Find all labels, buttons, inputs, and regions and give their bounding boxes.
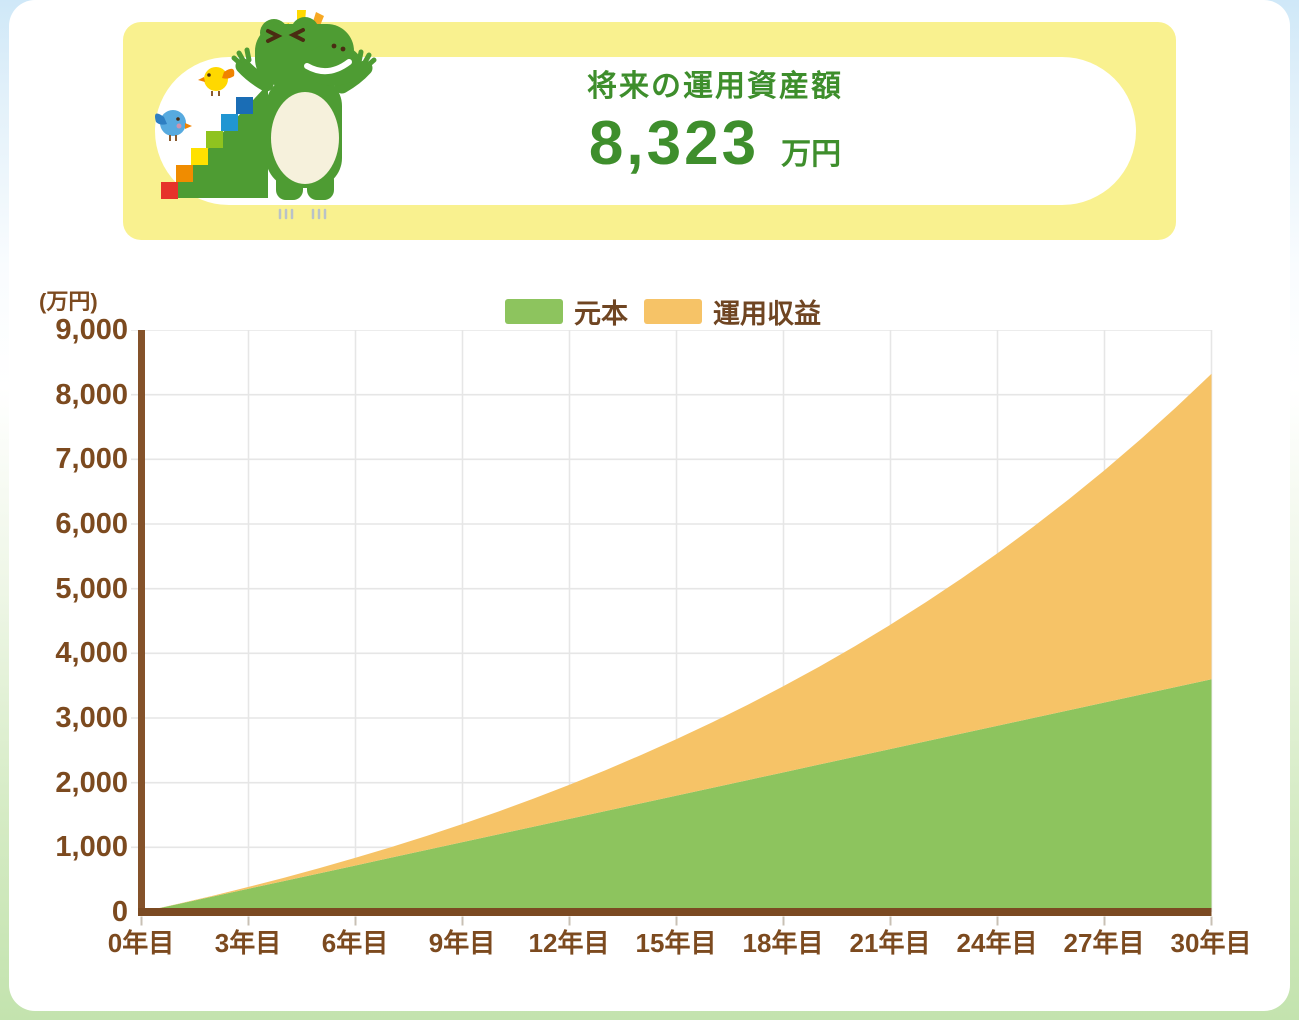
- legend-label: 元本: [574, 299, 628, 329]
- x-tick-label: 6年目: [321, 928, 389, 958]
- y-axis-unit-label: (万円): [39, 289, 98, 314]
- x-tick-label: 3年目: [214, 928, 282, 958]
- y-tick-label: 0: [111, 896, 128, 928]
- x-tick-label: 15年目: [635, 928, 717, 958]
- y-axis-tick-labels: 9,000 8,000 7,000 6,000 5,000 4,000 3,000 2,000…: [15, 314, 128, 928]
- page-title: 将来の運用資産額: [587, 70, 843, 103]
- header-text-block: 将来の運用資産額 8,323 万円: [587, 70, 843, 178]
- legend-label: 運用収益: [713, 299, 821, 329]
- x-tick-label: 18年目: [742, 928, 824, 958]
- area-series-運用収益: [141, 373, 1212, 913]
- x-tick-label: 0年目: [107, 928, 175, 958]
- x-tick-label: 30年目: [1170, 928, 1252, 958]
- y-tick-label: 6,000: [55, 508, 128, 540]
- y-tick-label: 9,000: [55, 314, 128, 346]
- chick-icon: [198, 67, 235, 96]
- x-tick-label: 12年目: [528, 928, 610, 958]
- future-asset-value: 8,323: [588, 109, 760, 178]
- chart-canvas: [131, 330, 1213, 926]
- x-tick-label: 21年目: [849, 928, 931, 958]
- legend-swatch: [644, 299, 702, 324]
- result-page: 将来の運用資産額 8,323 万円 (万円) 元本 運用収益 9,000 8,000…: [9, 0, 1290, 1011]
- crocodile-body-icon: [231, 17, 377, 200]
- future-asset-unit: 万円: [781, 138, 842, 171]
- y-tick-label: 5,000: [55, 572, 128, 605]
- y-tick-label: 1,000: [55, 831, 128, 864]
- motion-lines-icon: [278, 208, 327, 220]
- bluebird-icon: [155, 110, 192, 141]
- chart-legend: 元本 運用収益: [505, 292, 821, 331]
- x-tick-label: 9年目: [428, 928, 496, 958]
- stairs-tail-icon: [161, 84, 268, 199]
- legend-item-0: 元本: [505, 292, 628, 331]
- closed-eyes-icon: [266, 28, 305, 43]
- y-tick-label: 4,000: [55, 637, 128, 670]
- y-tick-label: 3,000: [55, 702, 128, 734]
- x-tick-label: 24年目: [956, 928, 1038, 958]
- legend-item-1: 運用収益: [644, 292, 821, 331]
- x-tick-label: 27年目: [1063, 928, 1145, 958]
- y-tick-label: 2,000: [55, 766, 128, 799]
- y-tick-label: 7,000: [55, 443, 128, 476]
- legend-swatch: [505, 299, 563, 324]
- y-tick-label: 8,000: [55, 378, 128, 411]
- mascot-crocodile-icon: [155, 10, 377, 220]
- x-axis-tick-labels: 0年目 3年目 6年目 9年目 12年目 15年目 18年目 21年目 24年目 27年目 30年目: [108, 927, 1252, 963]
